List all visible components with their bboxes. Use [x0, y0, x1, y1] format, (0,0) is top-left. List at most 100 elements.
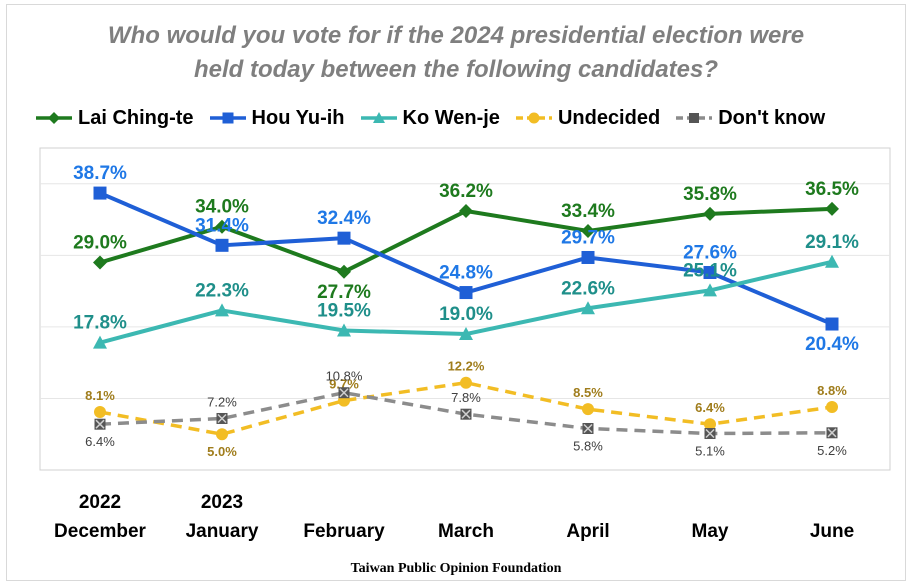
legend-item-ko-wen-je: Ko Wen-je [359, 107, 500, 130]
legend-label: Ko Wen-je [402, 106, 500, 129]
lai-ching-te-point [215, 219, 229, 234]
ko-wen-je-point [337, 323, 351, 337]
hou-yu-ih-data-label: 38.7% [73, 163, 127, 184]
don-t-know-data-label: 7.2% [207, 394, 237, 409]
don-t-know-point [826, 427, 838, 439]
lai-ching-te-point [825, 201, 839, 216]
x-tick-label: 2022 [79, 492, 121, 513]
x-tick-label: 2023 [201, 492, 243, 513]
undecided-data-label: 8.8% [817, 383, 847, 398]
ko-wen-je-data-label: 29.1% [805, 232, 859, 253]
lai-ching-te-point [581, 224, 595, 239]
lai-ching-te-data-label: 35.8% [683, 184, 737, 205]
legend-item-don-t-know: Don't know [674, 107, 825, 130]
ko-wen-je-data-label: 25.1% [683, 260, 737, 281]
series-lai-ching-te: 29.0% 34.0% 27.7% 36.2% 33.4% 35.8% 36.5% [73, 179, 859, 303]
undecided-point [216, 428, 228, 441]
ko-wen-je-point [581, 301, 595, 315]
don-t-know-data-label: 10.8% [326, 369, 363, 384]
hou-yu-ih-data-label: 32.4% [317, 208, 371, 229]
x-tick-label: April [566, 521, 609, 542]
don-t-know-data-label: 5.8% [573, 438, 603, 453]
undecided-data-label: 12.2% [448, 359, 485, 374]
x-tick-label: March [438, 521, 494, 542]
don-t-know-data-label: 6.4% [85, 434, 115, 449]
legend-swatch-undecided [515, 112, 552, 124]
don-t-know-point [94, 418, 106, 430]
lai-ching-te-data-label: 33.4% [561, 201, 615, 222]
hou-yu-ih-data-label: 27.6% [683, 243, 737, 264]
lai-ching-te-data-label: 36.2% [439, 181, 493, 202]
ko-wen-je-data-label: 22.3% [195, 280, 249, 301]
undecided-data-label: 5.0% [207, 444, 237, 459]
legend-item-lai-ching-te: Lai Ching-te [34, 107, 194, 130]
hou-yu-ih-data-label: 24.8% [439, 263, 493, 284]
hou-yu-ih-data-label: 20.4% [805, 334, 859, 355]
ko-wen-je-point [93, 335, 107, 349]
x-tick-label: January [186, 521, 259, 542]
legend-label: Lai Ching-te [78, 106, 194, 129]
series-ko-wen-je: 17.8% 22.3% 19.5% 19.0% 22.6% 25.1% 29.1% [73, 232, 859, 349]
ko-wen-je-data-label: 22.6% [561, 278, 615, 299]
ko-wen-je-data-label: 19.0% [439, 304, 493, 325]
hou-yu-ih-point [337, 231, 351, 245]
undecided-data-label: 6.4% [695, 400, 725, 415]
don-t-know-point [582, 422, 594, 434]
undecided-data-label: 9.7% [329, 377, 359, 392]
don-t-know-data-label: 5.2% [817, 443, 847, 458]
source-credit: Taiwan Public Opinion Foundation [350, 561, 562, 576]
ko-wen-je-point [703, 283, 717, 297]
legend-swatch-don-t-know [676, 113, 713, 123]
undecided-point [460, 376, 472, 389]
undecided-data-label: 8.1% [85, 388, 115, 403]
x-tick-label: May [692, 521, 729, 542]
legend-item-undecided: Undecided [514, 107, 660, 130]
legend-item-hou-yu-ih: Hou Yu-ih [208, 107, 345, 130]
hou-yu-ih-data-label: 31.4% [195, 215, 249, 236]
lai-ching-te-point [337, 264, 351, 279]
undecided-point [826, 401, 838, 414]
ko-wen-je-data-label: 19.5% [317, 300, 371, 321]
undecided-point [704, 418, 716, 431]
chart-title-line-1: Who would you vote for if the 2024 presi… [107, 22, 805, 49]
x-tick-label: June [810, 521, 854, 542]
hou-yu-ih-point [581, 250, 595, 264]
lai-ching-te-data-label: 36.5% [805, 179, 859, 200]
chart-legend: Lai Ching-te Hou Yu-ih Ko Wen-je Undecided D… [34, 104, 825, 132]
undecided-point [582, 403, 594, 416]
hou-yu-ih-point [459, 286, 473, 300]
lai-ching-te-data-label: 27.7% [317, 282, 371, 303]
lai-ching-te-point [459, 203, 473, 218]
don-t-know-point [704, 428, 716, 440]
ko-wen-je-data-label: 17.8% [73, 313, 127, 334]
don-t-know-data-label: 7.8% [451, 390, 481, 405]
legend-label: Don't know [718, 106, 826, 129]
hou-yu-ih-point [215, 238, 229, 252]
hou-yu-ih-data-label: 29.7% [561, 227, 615, 248]
hou-yu-ih-point [703, 266, 717, 280]
plot-area [39, 147, 891, 471]
x-tick-label: February [303, 521, 385, 542]
ko-wen-je-point [215, 303, 229, 317]
don-t-know-point [338, 387, 350, 399]
don-t-know-point [216, 412, 228, 424]
ko-wen-je-point [825, 254, 839, 268]
series-don-t-know: 6.4% 7.2% 10.8% 7.8% 5.8% 5.1% 5.2% [85, 369, 847, 459]
legend-label: Undecided [557, 106, 661, 129]
lai-ching-te-point [703, 206, 717, 221]
undecided-data-label: 8.5% [573, 385, 603, 400]
don-t-know-point [460, 408, 472, 420]
undecided-point [94, 406, 106, 419]
legend-swatch-hou-yu-ih [209, 112, 246, 124]
chart-frame [6, 4, 906, 581]
hou-yu-ih-point [93, 186, 107, 200]
legend-swatch-ko-wen-je [360, 112, 397, 123]
lai-ching-te-data-label: 34.0% [195, 197, 249, 218]
legend-swatch-lai-ching-te [36, 112, 72, 124]
series-hou-yu-ih: 38.7% 31.4% 32.4% 24.8% 29.7% 27.6% 20.4% [73, 163, 859, 355]
lai-ching-te-data-label: 29.0% [73, 232, 127, 253]
ko-wen-je-point [459, 327, 473, 341]
don-t-know-data-label: 5.1% [695, 444, 725, 459]
lai-ching-te-point [93, 255, 107, 270]
